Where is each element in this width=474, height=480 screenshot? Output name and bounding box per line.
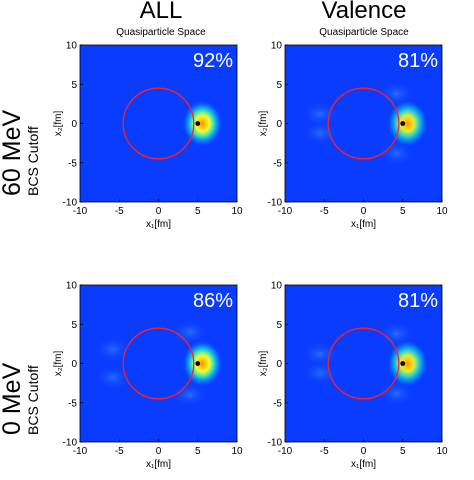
- y-axis-label: x₂[fm]: [53, 111, 64, 137]
- heatmap-hotspot: [182, 99, 223, 148]
- heatmap-side-lobe: [94, 365, 132, 391]
- heatmap-side-lobe: [171, 382, 208, 408]
- y-axis-label: x₂[fm]: [53, 351, 64, 377]
- row-label-sub: BCS Cutoff: [25, 365, 41, 435]
- heatmap-side-lobe: [302, 120, 339, 146]
- x-tick-label: 0: [156, 206, 162, 217]
- x-axis-label: x₁[fm]: [351, 459, 376, 470]
- column-title-valence: Valence: [321, 0, 407, 24]
- column-subtitle-all: Quasiparticle Space: [116, 27, 206, 38]
- percentage-label: 92%: [193, 50, 233, 72]
- x-tick-label: 0: [156, 446, 162, 457]
- y-tick-label: -10: [268, 438, 283, 449]
- x-tick-label: -5: [320, 446, 329, 457]
- y-tick-label: 0: [276, 359, 282, 370]
- y-tick-label: -5: [273, 398, 282, 409]
- y-tick-label: -10: [268, 198, 283, 209]
- column-subtitle-valence: Quasiparticle Space: [319, 27, 409, 38]
- y-tick-label: 10: [66, 41, 78, 52]
- heatmap-hotspot: [387, 99, 428, 148]
- x-tick-label: -10: [73, 206, 88, 217]
- boundary-circle: [327, 87, 400, 160]
- heatmap-panel-all-0mev: -10 -5 0 5 10 -10 -5 0 5 10 x₁[fm] x₂[fm] 86%: [53, 281, 243, 471]
- y-tick-label: 5: [71, 80, 77, 91]
- x-axis-label: x₁[fm]: [351, 219, 376, 230]
- heatmap-side-lobe: [378, 321, 415, 347]
- x-tick-label: -5: [115, 206, 124, 217]
- x-tick-label: -10: [73, 446, 88, 457]
- heatmap-hotspot: [182, 339, 223, 388]
- x-tick-label: 10: [231, 206, 243, 217]
- y-tick-label: -5: [68, 158, 77, 169]
- y-tick-label: 10: [66, 281, 78, 292]
- x-tick-label: -10: [278, 446, 293, 457]
- percentage-label: 81%: [398, 290, 438, 312]
- boundary-circle: [122, 327, 195, 400]
- boundary-circle: [327, 327, 400, 400]
- heatmap-panel-all-60mev: -10 -5 0 5 10 -10 -5 0 5 10 x₁[fm] x₂[fm] 92%: [53, 41, 243, 231]
- x-tick-label: -10: [278, 206, 293, 217]
- column-title-all: ALL: [139, 0, 183, 24]
- heatmap-side-lobe: [302, 360, 339, 386]
- y-tick-label: 0: [71, 119, 77, 130]
- data-point: [400, 361, 406, 366]
- y-tick-label: 10: [271, 41, 283, 52]
- x-tick-label: 10: [436, 206, 448, 217]
- y-tick-label: -10: [63, 198, 78, 209]
- y-tick-label: 5: [276, 80, 282, 91]
- y-tick-label: 0: [71, 359, 77, 370]
- x-axis-label: x₁[fm]: [146, 219, 171, 230]
- heatmap-side-lobe: [94, 336, 132, 362]
- x-tick-label: -5: [320, 206, 329, 217]
- x-tick-label: 5: [195, 446, 201, 457]
- x-tick-label: 10: [231, 446, 243, 457]
- boundary-circle: [122, 87, 195, 160]
- data-point: [195, 121, 201, 126]
- heatmap-panel-valence-0mev: -10 -5 0 5 10 -10 -5 0 5 10 x₁[fm] x₂[fm] 81%: [258, 281, 448, 471]
- heatmap-side-lobe: [378, 140, 415, 166]
- y-tick-label: 10: [271, 281, 283, 292]
- heatmap-side-lobe: [378, 81, 415, 107]
- heatmap-side-lobe: [302, 341, 339, 367]
- row-label-60mev: 60 MeV BCS Cutoff: [0, 110, 41, 196]
- y-tick-label: 5: [71, 320, 77, 331]
- y-tick-label: -10: [63, 438, 78, 449]
- x-tick-label: 10: [436, 446, 448, 457]
- percentage-label: 86%: [193, 290, 233, 312]
- heatmap-panel-valence-60mev: -10 -5 0 5 10 -10 -5 0 5 10 x₁[fm] x₂[fm] 81%: [258, 41, 448, 231]
- row-label-0mev: 0 MeV BCS Cutoff: [0, 363, 41, 435]
- row-label-main: 60 MeV: [0, 109, 26, 196]
- x-tick-label: -5: [115, 446, 124, 457]
- x-tick-label: 0: [361, 446, 367, 457]
- heatmap-side-lobe: [378, 380, 415, 406]
- heatmap-side-lobe: [171, 319, 208, 345]
- y-tick-label: -5: [273, 158, 282, 169]
- x-tick-label: 5: [400, 446, 406, 457]
- heatmap-side-lobe: [302, 101, 339, 127]
- y-axis-label: x₂[fm]: [258, 351, 269, 377]
- data-point: [195, 361, 201, 366]
- heatmap-hotspot: [387, 339, 428, 388]
- x-tick-label: 0: [361, 206, 367, 217]
- y-tick-label: -5: [68, 398, 77, 409]
- x-axis-label: x₁[fm]: [146, 459, 171, 470]
- x-tick-label: 5: [400, 206, 406, 217]
- data-point: [400, 121, 406, 126]
- y-tick-label: 0: [276, 119, 282, 130]
- row-label-sub: BCS Cutoff: [25, 126, 41, 196]
- percentage-label: 81%: [398, 50, 438, 72]
- y-tick-label: 5: [276, 320, 282, 331]
- y-axis-label: x₂[fm]: [258, 111, 269, 137]
- x-tick-label: 5: [195, 206, 201, 217]
- row-label-main: 0 MeV: [0, 362, 26, 435]
